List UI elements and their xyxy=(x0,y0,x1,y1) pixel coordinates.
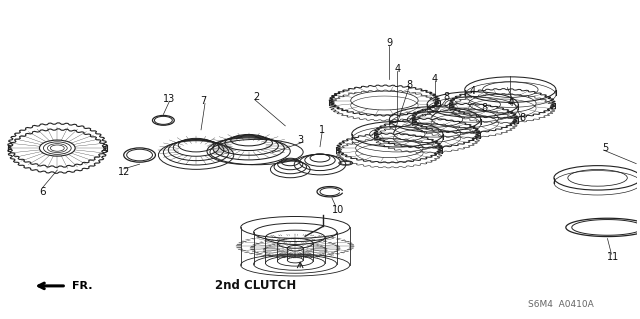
Text: 8: 8 xyxy=(519,113,525,123)
Text: 8: 8 xyxy=(406,80,412,90)
Text: 12: 12 xyxy=(118,167,130,177)
Text: 10: 10 xyxy=(332,204,344,215)
Text: 13: 13 xyxy=(163,93,175,104)
Text: 2nd CLUTCH: 2nd CLUTCH xyxy=(215,279,296,293)
Text: 4: 4 xyxy=(432,74,438,84)
Text: 7: 7 xyxy=(200,95,206,106)
Text: FR.: FR. xyxy=(72,281,93,291)
Text: 6: 6 xyxy=(39,187,45,197)
Text: 8: 8 xyxy=(481,103,488,114)
Text: 9: 9 xyxy=(387,38,392,48)
Text: 1: 1 xyxy=(319,125,325,135)
Text: 11: 11 xyxy=(607,252,620,262)
Text: 4: 4 xyxy=(508,98,513,108)
Text: 2: 2 xyxy=(253,92,260,101)
Text: S6M4  A0410A: S6M4 A0410A xyxy=(528,300,594,309)
Text: 3: 3 xyxy=(297,135,303,145)
Text: 4: 4 xyxy=(470,85,476,96)
Text: 5: 5 xyxy=(602,143,609,153)
Text: 4: 4 xyxy=(394,64,401,74)
Text: 8: 8 xyxy=(444,92,450,101)
